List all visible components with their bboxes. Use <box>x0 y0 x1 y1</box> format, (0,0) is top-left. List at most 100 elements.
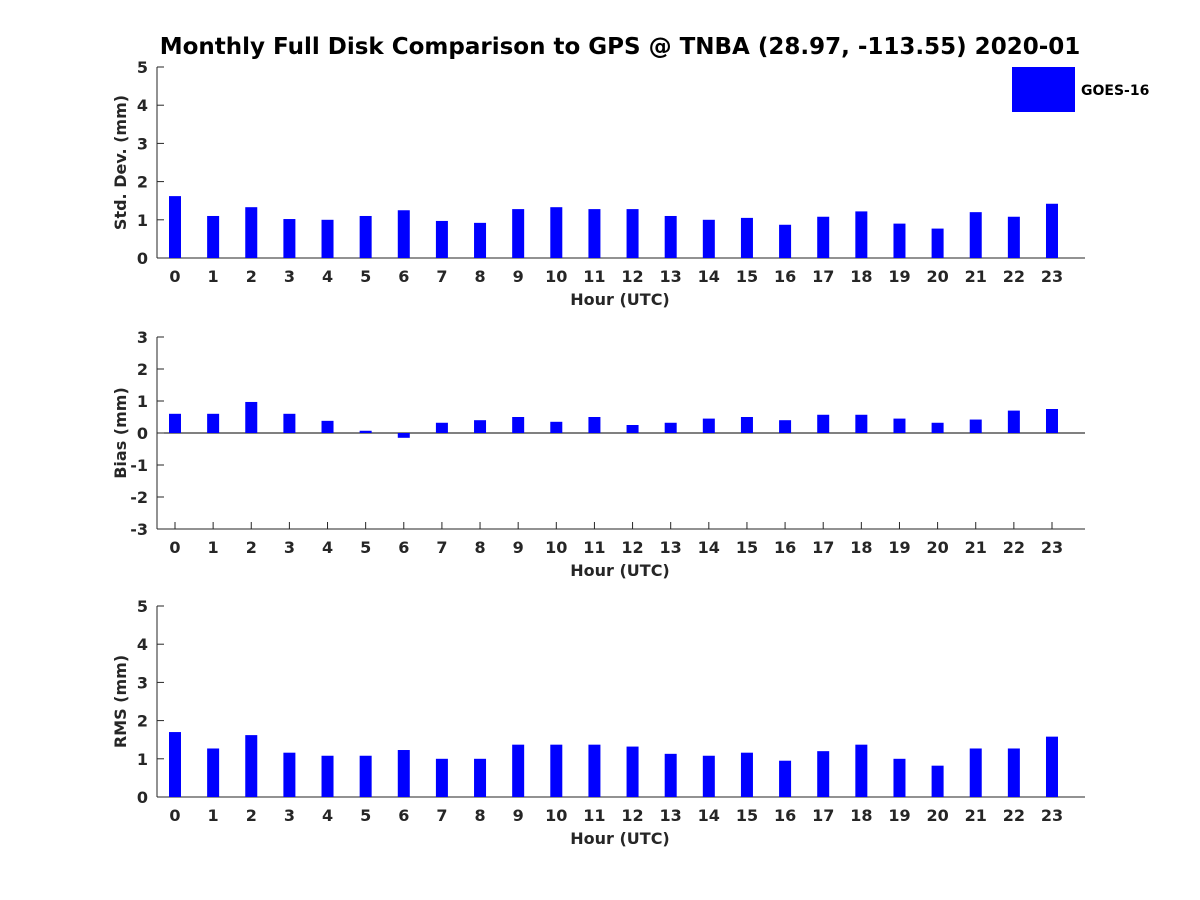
bar <box>512 744 525 797</box>
x-tick-label: 5 <box>360 806 371 825</box>
bar <box>702 219 715 258</box>
bar <box>664 753 677 797</box>
bar <box>740 752 753 797</box>
x-tick-label: 2 <box>246 267 257 286</box>
x-tick-label: 11 <box>583 806 605 825</box>
bar <box>817 216 830 258</box>
x-tick-label: 15 <box>736 538 758 557</box>
bar <box>550 421 563 433</box>
x-tick-label: 4 <box>322 806 333 825</box>
x-tick-label: 17 <box>812 806 834 825</box>
y-tick-label: 1 <box>137 392 148 411</box>
x-tick-label: 16 <box>774 806 796 825</box>
bar <box>321 755 334 797</box>
y-tick-label: 1 <box>137 211 148 230</box>
x-tick-label: 20 <box>926 806 948 825</box>
bar <box>931 422 944 433</box>
bar <box>435 422 448 433</box>
bar <box>779 224 792 258</box>
bar <box>969 212 982 258</box>
x-tick-label: 0 <box>169 538 180 557</box>
bar <box>626 746 639 797</box>
x-tick-label: 5 <box>360 267 371 286</box>
y-tick-label: 3 <box>137 328 148 347</box>
bar <box>550 744 563 797</box>
y-tick-label: 3 <box>137 134 148 153</box>
x-tick-label: 8 <box>474 806 485 825</box>
bar <box>893 418 906 433</box>
bar <box>779 420 792 433</box>
bar <box>664 422 677 433</box>
bar <box>626 425 639 433</box>
bar <box>397 433 410 438</box>
bar <box>169 413 181 433</box>
x-tick-label: 18 <box>850 267 872 286</box>
bar <box>245 401 258 433</box>
bar <box>169 732 181 797</box>
x-tick-label: 17 <box>812 538 834 557</box>
y-tick-label: -1 <box>130 456 148 475</box>
y-axis-label: Std. Dev. (mm) <box>111 95 130 230</box>
x-tick-label: 10 <box>545 806 567 825</box>
x-tick-label: 10 <box>545 267 567 286</box>
bar <box>321 420 334 433</box>
x-axis-label: Hour (UTC) <box>570 290 670 309</box>
x-tick-label: 3 <box>284 806 295 825</box>
bar <box>626 209 639 258</box>
x-tick-label: 6 <box>398 806 409 825</box>
bar <box>779 760 792 797</box>
y-tick-label: 0 <box>137 249 148 268</box>
bar <box>1045 203 1058 258</box>
bar <box>664 215 677 258</box>
bar <box>359 755 372 797</box>
x-tick-label: 6 <box>398 267 409 286</box>
bar <box>588 744 601 797</box>
bar <box>1045 409 1058 433</box>
y-tick-label: 2 <box>137 173 148 192</box>
x-tick-label: 19 <box>888 267 910 286</box>
legend-label: GOES-16 <box>1081 83 1149 99</box>
x-tick-label: 1 <box>208 806 219 825</box>
x-tick-label: 23 <box>1041 806 1063 825</box>
bar <box>435 758 448 797</box>
x-tick-label: 11 <box>583 538 605 557</box>
x-tick-label: 9 <box>513 267 524 286</box>
bar <box>474 420 487 433</box>
x-tick-label: 16 <box>774 538 796 557</box>
bar <box>1007 410 1020 433</box>
bar <box>474 758 487 797</box>
x-tick-label: 22 <box>1003 538 1025 557</box>
y-tick-label: 0 <box>137 788 148 807</box>
y-axis-label: Bias (mm) <box>111 387 130 479</box>
bar <box>588 209 601 258</box>
x-tick-label: 22 <box>1003 806 1025 825</box>
x-tick-label: 12 <box>621 806 643 825</box>
x-axis-label: Hour (UTC) <box>570 829 670 848</box>
x-tick-label: 1 <box>208 538 219 557</box>
y-tick-label: 0 <box>137 424 148 443</box>
y-tick-label: 2 <box>137 712 148 731</box>
x-tick-label: 13 <box>660 538 682 557</box>
bar <box>931 765 944 797</box>
y-tick-label: 5 <box>137 597 148 616</box>
chart-title: Monthly Full Disk Comparison to GPS @ TN… <box>160 34 1081 60</box>
x-tick-label: 18 <box>850 538 872 557</box>
x-tick-label: 18 <box>850 806 872 825</box>
bar <box>245 207 258 258</box>
bar <box>283 219 296 258</box>
bar <box>817 414 830 433</box>
y-tick-label: 5 <box>137 58 148 77</box>
x-tick-label: 20 <box>926 267 948 286</box>
x-tick-label: 4 <box>322 267 333 286</box>
bar <box>169 196 181 258</box>
x-tick-label: 7 <box>436 267 447 286</box>
bar <box>969 419 982 433</box>
x-tick-label: 5 <box>360 538 371 557</box>
bar <box>702 755 715 797</box>
x-tick-label: 21 <box>965 267 987 286</box>
bar <box>817 751 830 797</box>
y-tick-label: 3 <box>137 673 148 692</box>
bar <box>207 413 220 433</box>
